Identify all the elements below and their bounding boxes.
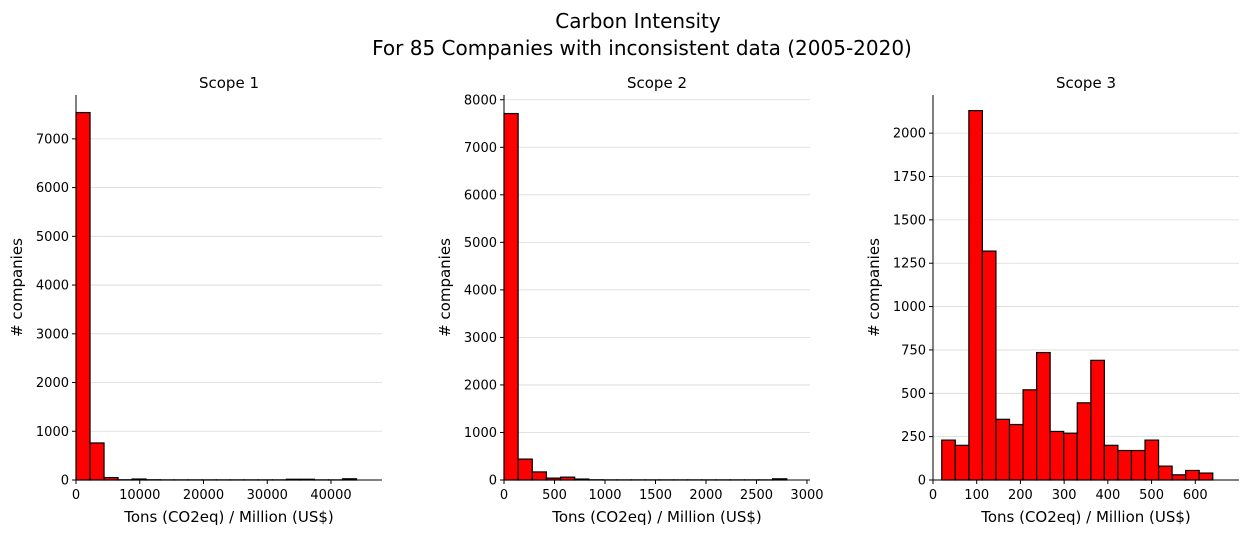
subplot-title: Scope 1	[199, 74, 259, 92]
histogram-bar	[1199, 473, 1213, 480]
histogram-bar	[982, 251, 996, 480]
histogram-bar	[955, 445, 969, 480]
y-tick-label: 3000	[36, 327, 69, 342]
histogram-bar	[76, 113, 90, 480]
histogram-bar	[1064, 433, 1078, 480]
scope1-panel: 0 1000 2000 3000 4000 5000 6000 7000 0 10000 20000…	[8, 74, 382, 526]
y-tick-label: 6000	[36, 181, 69, 196]
y-axis-label: # companies	[8, 238, 26, 337]
y-tick-label: 1000	[893, 300, 926, 315]
scope2-panel: 0 1000 2000 3000 4000 5000 6000 7000 8000 0 500 100…	[436, 74, 824, 526]
figure-title-line2: For 85 Companies with inconsistent data …	[372, 36, 912, 60]
histogram-bar	[1159, 466, 1173, 480]
histogram-bar	[90, 443, 104, 480]
y-tick-label: 1000	[464, 426, 497, 441]
y-axis-label: # companies	[436, 238, 454, 337]
x-tick-label: 10000	[119, 488, 160, 503]
histogram-bar	[969, 111, 983, 480]
y-tick-label: 7000	[36, 132, 69, 147]
y-tick-label: 1000	[36, 425, 69, 440]
y-tick-label: 0	[61, 474, 69, 489]
x-tick-label: 40000	[310, 488, 351, 503]
x-tick-label: 100	[964, 488, 989, 503]
x-tick-label: 0	[929, 488, 937, 503]
x-tick-label: 500	[542, 488, 567, 503]
histogram-bar	[1145, 440, 1159, 480]
y-tick-label: 2000	[36, 376, 69, 391]
y-tick-label: 5000	[36, 230, 69, 245]
y-tick-label: 6000	[464, 188, 497, 203]
y-tick-label: 1250	[893, 257, 926, 272]
histogram-bar	[942, 440, 956, 480]
subplot-title: Scope 3	[1056, 74, 1116, 92]
y-tick-label: 750	[901, 343, 926, 358]
x-tick-label: 300	[1052, 488, 1077, 503]
y-tick-label: 5000	[464, 236, 497, 251]
y-tick-label: 8000	[464, 93, 497, 108]
subplot-title: Scope 2	[627, 74, 687, 92]
figure-title-line1: Carbon Intensity	[555, 9, 721, 33]
y-tick-label: 1500	[893, 213, 926, 228]
x-tick-label: 2000	[689, 488, 722, 503]
x-tick-label: 1500	[639, 488, 672, 503]
x-tick-label: 200	[1008, 488, 1033, 503]
x-axis-label: Tons (CO2eq) / Million (US$)	[980, 508, 1191, 526]
y-tick-label: 4000	[36, 279, 69, 294]
x-tick-label: 2500	[740, 488, 773, 503]
x-tick-label: 0	[72, 488, 80, 503]
y-tick-label: 2000	[464, 378, 497, 393]
x-tick-label: 30000	[247, 488, 288, 503]
histogram-bar	[1037, 353, 1051, 480]
y-tick-label: 4000	[464, 283, 497, 298]
histogram-bar	[1023, 390, 1037, 480]
x-tick-label: 20000	[183, 488, 224, 503]
histogram-bar	[1104, 445, 1118, 480]
y-axis-label: # companies	[865, 238, 883, 337]
histogram-bar	[1050, 431, 1064, 480]
x-tick-label: 3000	[790, 488, 823, 503]
y-tick-label: 0	[918, 474, 926, 489]
histogram-bar	[1118, 451, 1132, 480]
histogram-bar	[504, 114, 518, 480]
x-axis-label: Tons (CO2eq) / Million (US$)	[551, 508, 762, 526]
histogram-bar	[996, 419, 1010, 480]
y-tick-label: 0	[489, 474, 497, 489]
y-tick-label: 3000	[464, 331, 497, 346]
y-tick-label: 1750	[893, 170, 926, 185]
y-tick-label: 500	[901, 387, 926, 402]
histogram-bar	[1172, 475, 1186, 480]
histogram-bar	[1131, 451, 1145, 480]
histogram-bar	[1186, 470, 1200, 480]
histogram-bar	[532, 472, 546, 480]
x-tick-label: 0	[500, 488, 508, 503]
histogram-bar	[1077, 403, 1091, 480]
x-tick-label: 400	[1095, 488, 1120, 503]
x-tick-label: 600	[1183, 488, 1208, 503]
x-axis-label: Tons (CO2eq) / Million (US$)	[123, 508, 334, 526]
histogram-bar	[1010, 425, 1024, 480]
scope3-panel: 0 250 500 750 1000 1250 1500 1750 2000 0 100 200 300…	[865, 74, 1239, 526]
x-tick-label: 1000	[588, 488, 621, 503]
histogram-bar	[1091, 360, 1105, 480]
histogram-bar	[518, 459, 532, 480]
x-tick-label: 500	[1139, 488, 1164, 503]
y-tick-label: 250	[901, 430, 926, 445]
y-tick-label: 7000	[464, 141, 497, 156]
y-tick-label: 2000	[893, 127, 926, 142]
